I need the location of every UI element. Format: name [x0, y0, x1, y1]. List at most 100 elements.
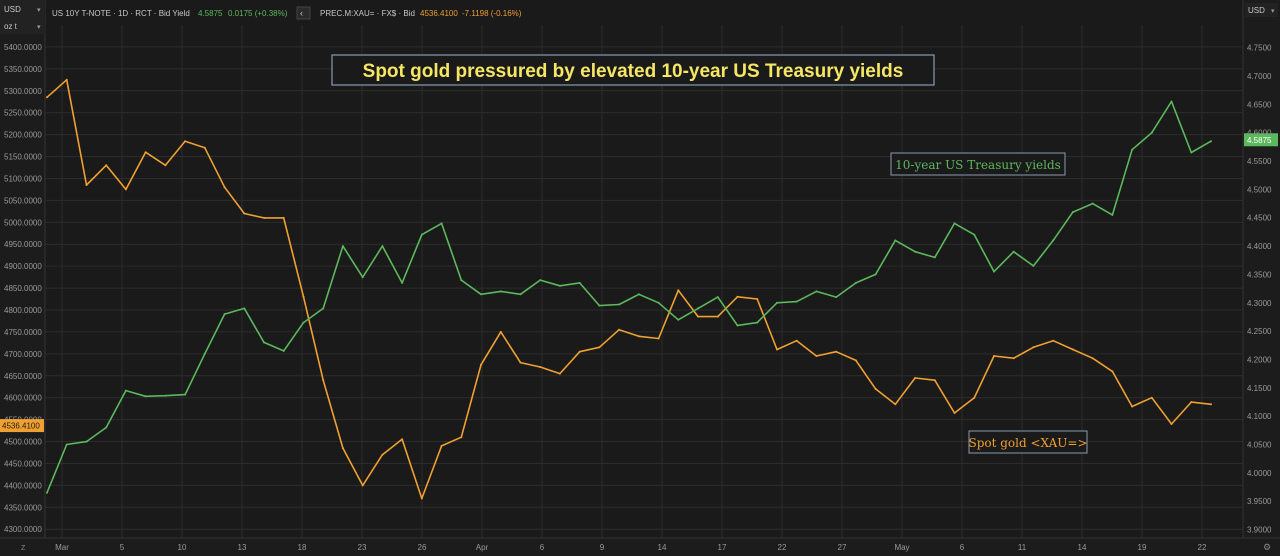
yield-data-point: [835, 296, 838, 299]
chevron-down-icon[interactable]: ▾: [1271, 8, 1275, 15]
x-tick-label: 6: [540, 543, 545, 552]
right-tick-label: 3.9000: [1247, 525, 1272, 534]
yield-data-point: [322, 307, 325, 310]
gold-data-point: [558, 372, 561, 375]
chevron-down-icon[interactable]: ▾: [37, 7, 41, 14]
yield-data-point: [558, 284, 561, 287]
yield-instrument-name: US 10Y T-NOTE · 1D · RCT · Bid Yield: [52, 9, 190, 18]
gold-data-point: [716, 315, 719, 318]
yield-data-point: [401, 281, 404, 284]
right-tick-label: 4.0000: [1247, 469, 1272, 478]
yield-data-point: [756, 321, 759, 324]
gold-data-point: [203, 146, 206, 149]
gold-data-point: [124, 188, 127, 191]
grid-lines: [45, 25, 1243, 538]
yield-data-point: [1012, 250, 1015, 253]
gold-data-point: [1210, 403, 1212, 406]
series-line-yield: [46, 100, 1212, 494]
x-tick-label: 14: [658, 543, 667, 552]
gold-data-point: [795, 339, 798, 342]
x-tick-label: 26: [418, 543, 427, 552]
collapse-button[interactable]: [296, 6, 311, 20]
yield-data-point: [795, 300, 798, 303]
left-currency-select-bg[interactable]: [0, 0, 45, 18]
right-tick-label: 3.9500: [1247, 497, 1272, 506]
yield-data-point: [1052, 239, 1055, 242]
gold-data-point: [598, 346, 601, 349]
yield-data-point: [341, 245, 344, 248]
gold-data-point: [933, 379, 936, 382]
yield-last-value: 4.5875: [198, 9, 223, 18]
yield-data-point: [933, 256, 936, 259]
yield-data-point: [243, 307, 246, 310]
x-axis-ticks: Mar 5 10 13 18 23 26 Apr 6 9 14 17 22 27 May 6 11 14 19 22: [55, 543, 1207, 552]
gold-data-point: [1071, 348, 1074, 351]
left-tick-label: 5100.0000: [4, 174, 42, 183]
left-tick-label: 4800.0000: [4, 306, 42, 315]
gold-data-point: [519, 361, 522, 364]
right-tick-label: 4.4500: [1247, 214, 1272, 223]
yield-data-point: [637, 293, 640, 296]
gold-data-point: [263, 216, 265, 219]
right-currency-select-bg[interactable]: [1245, 3, 1278, 17]
gold-badge-label: 4536.4100: [2, 422, 40, 431]
yield-data-point: [953, 222, 956, 225]
yield-annotation: 10-year US Treasury yields: [890, 152, 1066, 176]
left-unit-select-bg[interactable]: [0, 18, 45, 34]
gold-data-point: [1170, 423, 1173, 425]
yield-data-point: [697, 307, 700, 310]
gold-last-value: 4536.4100: [420, 9, 458, 18]
chart-title: Spot gold pressured by elevated 10-year …: [363, 61, 904, 82]
gold-data-point: [322, 379, 325, 382]
yield-data-point: [894, 239, 897, 242]
gold-instrument-name: PREC.M:XAU= · FX$ · Bid: [320, 9, 415, 18]
x-tick-label: 5: [120, 543, 125, 552]
yield-data-point: [460, 279, 463, 282]
gold-data-point: [381, 453, 384, 456]
chart-title-box: Spot gold pressured by elevated 10-year …: [331, 54, 935, 86]
left-unit-select[interactable]: oz t: [4, 22, 18, 31]
gold-data-point: [815, 355, 818, 357]
right-currency-select[interactable]: USD: [1248, 6, 1265, 15]
x-tick-label: 17: [718, 543, 727, 552]
chevron-down-icon[interactable]: ▾: [37, 24, 41, 31]
yield-data-point: [223, 313, 226, 316]
gold-data-point: [1032, 346, 1035, 349]
gold-data-point: [1052, 339, 1055, 342]
left-tick-label: 4600.0000: [4, 394, 42, 403]
gear-icon[interactable]: ⚙: [1263, 542, 1271, 552]
gold-data-point: [756, 298, 759, 300]
yield-data-point: [716, 296, 719, 299]
top-header: USD ▾ oz t ▾ US 10Y T-NOTE · 1D · RCT · …: [0, 0, 1278, 34]
series-line-gold: [46, 79, 1212, 500]
zoom-reset-button[interactable]: Z: [21, 545, 26, 552]
right-tick-label: 4.0500: [1247, 440, 1272, 449]
left-axis-panel: [0, 0, 45, 556]
series-points: [46, 78, 1212, 500]
yield-data-point: [1190, 151, 1193, 154]
collapse-icon[interactable]: ‹: [300, 8, 303, 18]
yield-badge-label: 4.5875: [1247, 136, 1272, 145]
yield-data-point: [578, 281, 581, 284]
gold-data-point: [1012, 357, 1015, 360]
gold-data-point: [440, 444, 443, 447]
yield-data-point: [144, 395, 147, 398]
yield-data-point: [381, 245, 384, 248]
left-tick-label: 4650.0000: [4, 372, 42, 381]
yield-data-point: [361, 276, 364, 279]
yield-data-point: [677, 318, 680, 321]
right-tick-label: 4.5500: [1247, 157, 1272, 166]
bottom-axis-panel: [0, 538, 1280, 556]
right-axis-panel: [1243, 0, 1280, 556]
yield-data-point: [874, 273, 877, 276]
yield-value-badge: 4.5875: [1244, 133, 1278, 147]
left-currency-select[interactable]: USD: [4, 5, 21, 14]
gold-data-point: [914, 377, 917, 379]
gold-data-point: [144, 151, 147, 154]
gold-data-point: [677, 289, 680, 292]
gold-data-point: [460, 436, 463, 439]
yield-data-point: [1210, 140, 1212, 143]
right-tick-label: 4.6000: [1247, 129, 1272, 138]
yield-data-point: [85, 440, 88, 443]
